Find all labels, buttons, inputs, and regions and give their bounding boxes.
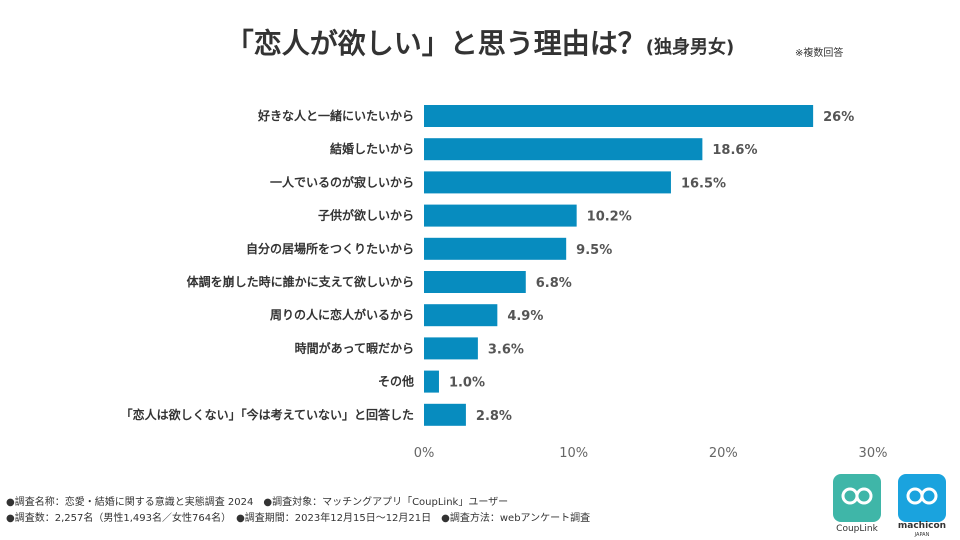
footer-survey-line1: ●調査名称：恋愛・結婚に関する意識と実態調査 2024 ●調査対象：マッチングア… xyxy=(6,497,509,508)
chart-title: 「恋人が欲しい」と思う理由は？(独身男女) xyxy=(0,22,960,62)
machicon-logo-subtext: JAPAN xyxy=(914,532,930,538)
x-tick-label-3: 20% xyxy=(709,446,738,461)
category-label-2: 結婚したいから xyxy=(330,141,414,156)
x-tick-label-4: 30% xyxy=(859,446,888,461)
bar-5 xyxy=(424,237,567,260)
bar-3 xyxy=(424,171,671,194)
value-label-1: 26% xyxy=(823,110,854,125)
bar-8 xyxy=(424,337,478,360)
value-label-9: 1.0% xyxy=(449,376,485,391)
category-label-5: 自分の居場所をつくりたいから xyxy=(246,241,414,256)
value-label-2: 18.6% xyxy=(712,143,757,158)
category-label-1: 好きな人と一緒にいたいから xyxy=(257,108,414,123)
couplink-ring-icon xyxy=(841,487,873,505)
category-label-3: 一人でいるのが寂しいから xyxy=(270,174,414,189)
value-label-6: 6.8% xyxy=(536,276,572,291)
category-label-6: 体調を崩した時に誰かに支えて欲しいから xyxy=(187,274,414,289)
machicon-ring-icon xyxy=(906,487,938,505)
bar-2 xyxy=(424,138,703,161)
value-label-10: 2.8% xyxy=(476,409,512,424)
bar-9 xyxy=(424,370,439,393)
category-label-7: 周りの人に恋人がいるから xyxy=(270,307,414,322)
bar-chart: 好きな人と一緒にいたいから 26% 結婚したいから 18.6% 一人でいるのが寂しいから… xyxy=(121,105,888,461)
category-label-9: その他 xyxy=(378,374,414,389)
value-label-7: 4.9% xyxy=(507,309,543,324)
couplink-logo xyxy=(833,474,881,522)
bar-4 xyxy=(424,204,577,227)
value-label-3: 16.5% xyxy=(681,176,726,191)
category-label-8: 時間があって暇だから xyxy=(295,340,414,355)
value-label-4: 10.2% xyxy=(587,210,632,225)
category-label-4: 子供が欲しいから xyxy=(318,208,414,223)
couplink-logo-text: CoupLink xyxy=(836,524,878,534)
chart-title-main: 「恋人が欲しい」と思う理由は？ xyxy=(225,27,646,60)
category-label-10: 「恋人は欲しくない」「今は考えていない」と回答した xyxy=(121,407,414,422)
machicon-logo-text: machicon xyxy=(897,521,947,531)
multiple-answer-note: ※複数回答 xyxy=(795,48,844,59)
bar-10 xyxy=(424,403,466,426)
chart-title-sub: (独身男女) xyxy=(645,37,735,58)
machicon-logo xyxy=(898,474,946,522)
bar-7 xyxy=(424,304,498,327)
value-label-5: 9.5% xyxy=(576,243,612,258)
x-tick-label-1: 0% xyxy=(414,446,435,461)
value-label-8: 3.6% xyxy=(488,342,524,357)
footer-survey-line2: ●調査数：2,257名（男性1,493名／女性764名） ●調査期間：2023年… xyxy=(6,513,591,524)
bar-1 xyxy=(424,105,814,127)
x-tick-label-2: 10% xyxy=(559,446,588,461)
bar-6 xyxy=(424,271,526,293)
